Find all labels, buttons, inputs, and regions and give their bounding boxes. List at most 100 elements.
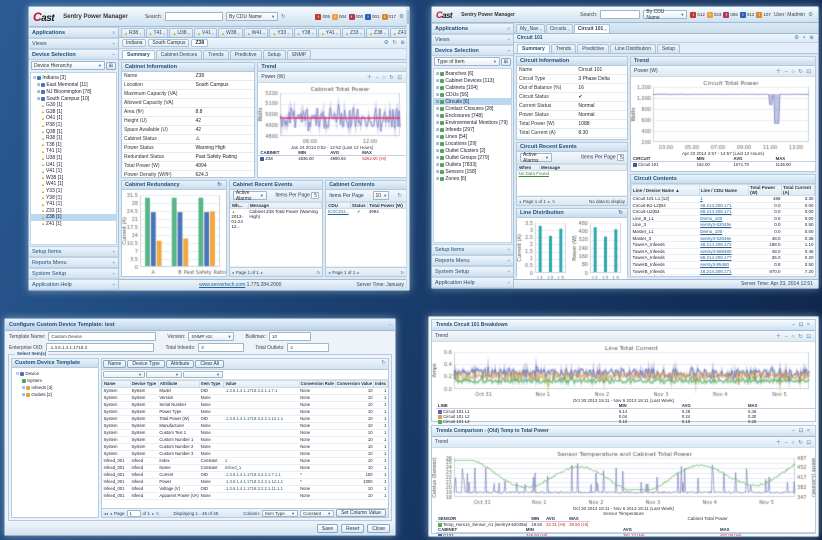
grid-row[interactable]: Infeed_001 Infeed Index Constant 1 None … (102, 457, 388, 465)
set-column-value-button[interactable]: Set Column Value (336, 509, 386, 517)
sidebar-bottom-section[interactable]: Application Help + (29, 279, 118, 290)
close-icon[interactable]: × (539, 26, 542, 32)
tree-type-item[interactable]: ⊞ Circuits [6] (434, 98, 511, 105)
total-outlets-input[interactable]: 2 (287, 343, 330, 352)
tree-type-item[interactable]: ⊞ Lines [54] (436, 133, 468, 140)
device-tab[interactable]: ▲ W41 × (243, 28, 269, 37)
tree-type-item[interactable]: ⊞ Cabinet Devices [113] (436, 77, 494, 84)
close-icon[interactable]: × (335, 30, 338, 36)
sidebar-item-views[interactable]: Views + (29, 38, 118, 49)
items-per-page-input[interactable]: 5 (617, 154, 624, 161)
contents-pager[interactable]: ◂ Page 1 of 1 ▸ ↻ (326, 267, 406, 276)
close-icon[interactable]: × (211, 30, 215, 36)
close-icon[interactable]: × (359, 30, 362, 36)
value-select[interactable]: Constant ▼ (300, 509, 335, 517)
device-tab[interactable]: ▲ U38 × (169, 28, 193, 37)
tree-device-item[interactable]: ▲ T38 [1] (41, 141, 62, 148)
tree-type-item[interactable]: ⊞ Outlet Groups [279] (436, 154, 489, 161)
device-type-filter-button[interactable]: Device Type (127, 360, 165, 368)
alarm-badge[interactable]: ! 017 (381, 13, 396, 20)
grid-row[interactable]: Infeed_001 Infeed Voltage (V) OID .1.3.6… (102, 485, 388, 493)
tree-type-item[interactable]: ⊞ Locations [29] (436, 140, 477, 147)
tree-device-item[interactable]: ▲ U38 [1] (41, 155, 63, 162)
close-icon[interactable]: × (604, 26, 607, 32)
enterprise-oid-input[interactable]: .1.3.6.1.4.1.1718.3 (46, 343, 155, 352)
sidebar-bottom-section[interactable]: Application Help + (432, 277, 513, 288)
grid-row[interactable]: System System Serial Number None None 10… (102, 401, 388, 409)
template-name-input[interactable]: Custom Device (48, 332, 157, 341)
tab-setup[interactable]: Setup (262, 50, 286, 59)
tree-type-item[interactable]: ⊞ Cabinets [104] (436, 84, 478, 91)
alarm-badge[interactable]: ! 107 (756, 11, 771, 18)
tree-type-item[interactable]: ⊞ CDUs [56] (436, 91, 469, 98)
tree-type-item[interactable]: ⊞ Branches [6] (436, 70, 474, 77)
contents-row[interactable]: Circuit-U2(B4 58.214.208.171 0.0 0.00 (631, 208, 815, 216)
tree-device-item[interactable]: ▲ W38 [1] (41, 174, 64, 181)
contents-row[interactable]: Circuit 101 L1 [12] 1 488 3.30 (631, 195, 815, 203)
device-hierarchy-select[interactable]: Device Hierarchy ▼ (31, 61, 105, 70)
tree-device-item[interactable]: ▲ T41 [1] (41, 148, 62, 155)
tab-predictive[interactable]: Predictive (577, 44, 610, 53)
grid-row[interactable]: Infeed_001 Infeed Power None .1.3.6.1.4.… (102, 478, 388, 486)
contents-row[interactable]: TowerB_Infeeds sentry3-85480 0.8 0.50 (631, 261, 815, 269)
name-filter-button[interactable]: Name (103, 360, 127, 368)
tree-type-item[interactable]: ⊞ Infeeds [297] (436, 126, 475, 133)
version-select[interactable]: SNMP v2c ▼ (188, 332, 235, 341)
sidebar-bottom-section[interactable]: System Setup + (432, 266, 513, 277)
tree-device-item[interactable]: ▲ U41 [1] (41, 161, 63, 168)
tree-device-item[interactable]: ▲ Z38 [1] (31, 214, 116, 221)
tab-circuits[interactable]: Circuits × (545, 24, 573, 33)
column-select[interactable]: Item Type ▼ (262, 509, 299, 517)
device-tab[interactable]: ▲ W38 × (218, 28, 243, 37)
alarm-badge[interactable]: ! 004 (332, 13, 347, 20)
tree-device-root[interactable]: ⊟ Device (16, 371, 40, 376)
trend-toolbar-icons[interactable]: ＋ − ○ ↻ ⊡ (775, 334, 812, 340)
tab-summary[interactable]: Summary (517, 44, 550, 53)
close-icon[interactable]: × (187, 30, 190, 36)
alarm-badge[interactable]: ! 005 (315, 13, 330, 20)
grid-row[interactable]: System System Power Type None None 10 1 (102, 408, 388, 416)
contents-row[interactable]: TowerA_Infeeds 48.214.208.172 188.0 1.10 (631, 241, 815, 249)
tree-device-item[interactable]: ▲ Y38 [1] (41, 194, 62, 201)
tree-group-item[interactable]: ⊞ East Memorial [11] (37, 81, 88, 88)
contents-row[interactable]: Master_3 sentry3-52049v 48.0 0.38 (631, 235, 815, 243)
breadcrumb-indiana[interactable]: Indiana (122, 39, 147, 47)
sidebar-applications-header[interactable]: Applications ≡ (432, 23, 513, 34)
gear-icon[interactable]: ⚙ (808, 11, 814, 18)
device-tab[interactable]: ▲ Y33 × (269, 28, 293, 37)
grid-row[interactable]: System System Custom Number 1 None None … (102, 436, 388, 444)
tree-device-item[interactable]: ▲ V41 [1] (41, 168, 62, 175)
contents-row[interactable]: Circuit-B1-L2(B4 48.214.208.171 0.0 0.00 (631, 202, 815, 210)
tab-setup[interactable]: Setup (657, 44, 681, 53)
contents-row[interactable]: TowerB_Infeeds 48.214.208.171 0.5 0.40 (631, 274, 815, 276)
tree-type-item[interactable]: ⊞ Enclosures [748] (436, 112, 483, 119)
tree-system[interactable]: System (14, 377, 96, 384)
items-per-page-input[interactable]: 5 (311, 192, 320, 199)
clear-all-button[interactable]: Clear All (195, 360, 225, 368)
search-by-select[interactable]: By CDU Name ▼ (226, 12, 279, 21)
tree-type-item[interactable]: ⊞ Contact Closures [28] (436, 105, 494, 112)
tree-outlets[interactable]: ⊞ Outlets [2] (22, 392, 52, 397)
contents-row[interactable]: Master_L1 Demo_100 0.0 0.00 (631, 228, 815, 236)
events-pager[interactable]: ◂ Page 1 of 1 ▸ ↻ (229, 267, 323, 276)
scrollbar[interactable] (406, 7, 409, 290)
trend-toolbar-icons[interactable]: ＋ − ○ ↻ ⊡ (775, 440, 812, 446)
grid-row[interactable]: System System Custom Text 1 None None 10… (102, 429, 388, 437)
tab-circuit-101[interactable]: Circuit 101 × (573, 24, 610, 33)
contents-row[interactable]: TowerA_Infeeds sentry3-589480 48.0 0.48 (631, 248, 815, 256)
grid-row[interactable]: Infeed_001 Infeed Current OID .1.3.6.1.4… (102, 471, 388, 479)
sidebar-bottom-section[interactable]: Reports Menu + (432, 255, 513, 266)
tree-device-item[interactable]: ▲ P38 [1] (41, 122, 62, 129)
contents-row[interactable]: TowerB_Infeeds 18.214.208.171 970.0 7.20 (631, 268, 815, 276)
tab-cabinet-devices[interactable]: Cabinet Devices (155, 50, 203, 59)
tab-line-distribution[interactable]: Line Distribution (610, 44, 656, 53)
grid-row[interactable]: Infeed_001 Infeed Apparent Power (VA) No… (102, 492, 388, 500)
alarm-badge[interactable]: ! 012 (690, 11, 705, 18)
breadcrumb-z38[interactable]: Z38 (191, 39, 209, 47)
contents-row[interactable]: ICXCDU... ✔ 4994 (326, 208, 406, 267)
tree-type-item[interactable]: ⊞ Outlets [7833] (436, 161, 477, 168)
device-tab[interactable]: ▲ Z33 × (342, 28, 365, 37)
sidebar-bottom-section[interactable]: Setup Items + (432, 244, 513, 255)
tree-device-item[interactable]: ▲ Y33 [1] (41, 188, 62, 195)
refresh-icon[interactable]: ↻ (217, 182, 223, 188)
